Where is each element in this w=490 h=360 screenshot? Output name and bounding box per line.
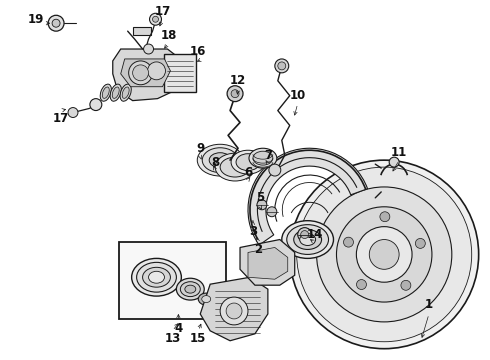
Ellipse shape — [253, 151, 273, 165]
Circle shape — [297, 167, 472, 342]
Circle shape — [269, 164, 281, 176]
Circle shape — [48, 15, 64, 31]
Text: 2: 2 — [254, 243, 262, 256]
Polygon shape — [113, 49, 182, 100]
Ellipse shape — [100, 84, 111, 101]
Text: 17: 17 — [154, 5, 171, 18]
Circle shape — [90, 99, 102, 111]
Bar — [119, 242, 226, 319]
Ellipse shape — [148, 271, 165, 283]
Circle shape — [337, 207, 432, 302]
Text: 14: 14 — [306, 228, 323, 241]
Ellipse shape — [215, 153, 255, 181]
Circle shape — [380, 212, 390, 222]
Text: 11: 11 — [391, 146, 407, 159]
Circle shape — [356, 227, 412, 282]
Circle shape — [147, 62, 166, 80]
Polygon shape — [248, 247, 288, 279]
Circle shape — [290, 160, 479, 349]
Text: 3: 3 — [249, 225, 257, 238]
Ellipse shape — [102, 87, 109, 98]
Text: 17: 17 — [53, 112, 69, 125]
Ellipse shape — [185, 285, 196, 293]
Ellipse shape — [198, 293, 214, 305]
Ellipse shape — [209, 153, 231, 168]
Circle shape — [416, 238, 425, 248]
Circle shape — [144, 44, 153, 54]
Ellipse shape — [249, 148, 277, 168]
Circle shape — [357, 280, 367, 289]
Text: 9: 9 — [196, 142, 204, 155]
Circle shape — [226, 303, 242, 319]
Circle shape — [133, 65, 148, 81]
Ellipse shape — [202, 296, 211, 302]
Circle shape — [317, 187, 452, 322]
Ellipse shape — [137, 262, 176, 292]
Circle shape — [257, 200, 267, 210]
Circle shape — [301, 231, 309, 239]
Ellipse shape — [220, 157, 250, 177]
Polygon shape — [200, 277, 268, 341]
Text: 18: 18 — [160, 29, 176, 42]
Ellipse shape — [294, 230, 321, 249]
Circle shape — [227, 86, 243, 102]
Text: 6: 6 — [244, 166, 252, 179]
Ellipse shape — [122, 87, 129, 98]
Text: 10: 10 — [290, 89, 306, 102]
Circle shape — [267, 207, 277, 217]
Text: 4: 4 — [174, 322, 182, 336]
Circle shape — [401, 280, 411, 290]
Ellipse shape — [287, 225, 328, 255]
Polygon shape — [240, 239, 294, 285]
Text: 19: 19 — [28, 13, 45, 26]
Ellipse shape — [236, 154, 260, 171]
Circle shape — [129, 61, 152, 85]
Circle shape — [389, 157, 399, 167]
Bar — [133, 27, 150, 35]
Text: 13: 13 — [164, 332, 180, 345]
Circle shape — [343, 237, 353, 247]
Ellipse shape — [300, 234, 316, 246]
Circle shape — [278, 62, 286, 70]
Ellipse shape — [143, 267, 171, 287]
Circle shape — [369, 239, 399, 269]
Ellipse shape — [176, 278, 204, 300]
Text: 7: 7 — [264, 149, 272, 162]
Ellipse shape — [132, 258, 181, 296]
Circle shape — [152, 16, 158, 22]
Text: 16: 16 — [190, 45, 206, 58]
Ellipse shape — [110, 84, 122, 101]
Circle shape — [220, 297, 248, 325]
Bar — [165, 54, 196, 92]
Circle shape — [275, 59, 289, 73]
Ellipse shape — [202, 148, 238, 172]
Text: 12: 12 — [230, 74, 246, 87]
Ellipse shape — [231, 150, 265, 174]
Wedge shape — [248, 148, 368, 245]
Ellipse shape — [282, 221, 334, 258]
Circle shape — [298, 228, 312, 242]
Text: 8: 8 — [211, 156, 220, 168]
Ellipse shape — [180, 282, 200, 297]
Text: 5: 5 — [256, 192, 264, 204]
Polygon shape — [121, 59, 171, 87]
Ellipse shape — [197, 144, 243, 176]
Text: 1: 1 — [425, 297, 433, 311]
Circle shape — [52, 19, 60, 27]
Circle shape — [231, 90, 239, 98]
Ellipse shape — [120, 84, 131, 101]
Circle shape — [68, 108, 78, 117]
Ellipse shape — [112, 87, 119, 98]
Circle shape — [149, 13, 162, 25]
Text: 15: 15 — [190, 332, 206, 345]
